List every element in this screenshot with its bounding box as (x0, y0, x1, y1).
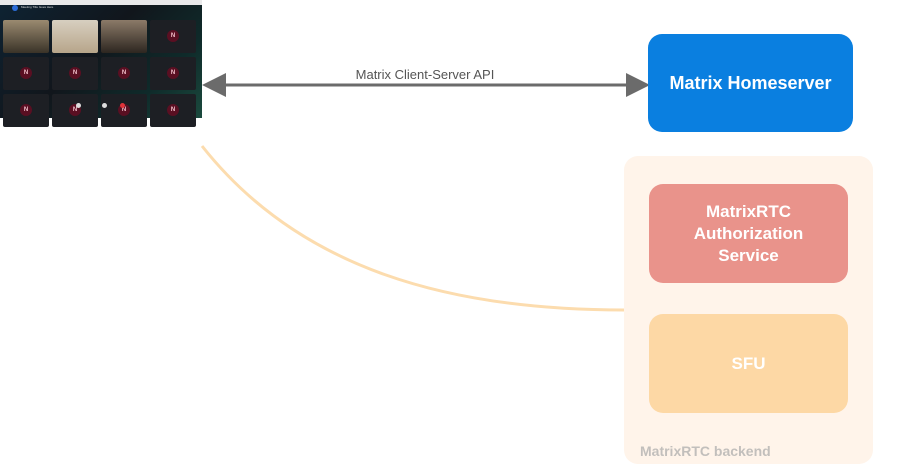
video-call-client-screenshot: Meeting Title Goes Here N N N N N N N N … (0, 0, 202, 127)
authorization-service-node: MatrixRTC Authorization Service (649, 184, 848, 283)
avatar-tile: N (150, 94, 196, 127)
client-server-api-label: Matrix Client-Server API (355, 67, 495, 82)
room-avatar (12, 5, 18, 11)
video-tile (101, 20, 147, 53)
camera-button (102, 103, 107, 108)
avatar-tile: N (150, 57, 196, 90)
video-tile (52, 20, 98, 53)
mic-button (76, 103, 81, 108)
browser-toolbar (0, 0, 202, 5)
client-to-sfu-curve (200, 145, 625, 312)
avatar-tile: N (3, 57, 49, 90)
avatar-tile: N (3, 94, 49, 127)
avatar-tile: N (101, 57, 147, 90)
meeting-title: Meeting Title Goes Here (21, 5, 54, 9)
avatar-tile: N (52, 57, 98, 90)
video-tile (3, 20, 49, 53)
matrix-homeserver-node: Matrix Homeserver (648, 34, 853, 132)
avatar-tile: N (150, 20, 196, 53)
avatar-tile: N (52, 94, 98, 127)
matrixrtc-backend-label: MatrixRTC backend (640, 443, 771, 459)
hangup-button (120, 103, 125, 108)
sfu-node: SFU (649, 314, 848, 413)
